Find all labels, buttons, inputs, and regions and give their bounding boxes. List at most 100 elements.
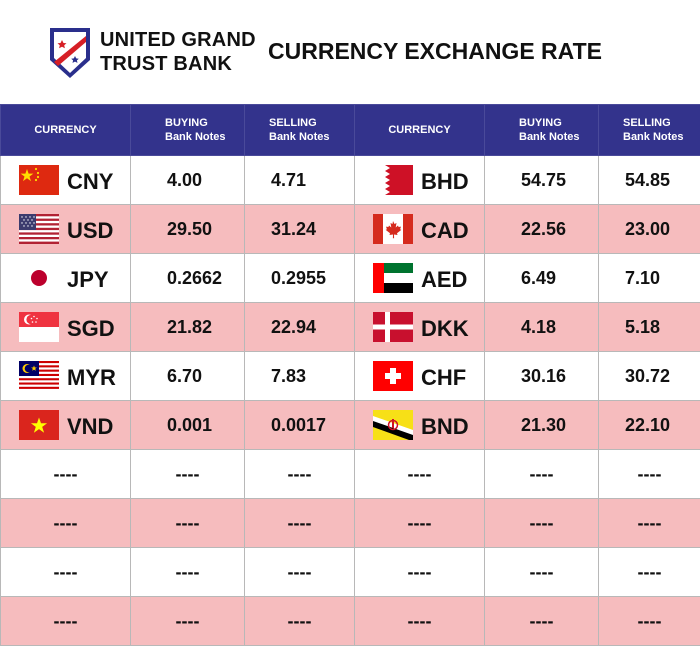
- placeholder-cell: ----: [245, 548, 355, 597]
- selling-rate: 31.24: [245, 205, 355, 254]
- buying-rate: 30.16: [485, 352, 599, 401]
- buying-rate: 4.18: [485, 303, 599, 352]
- currency-cell: VND: [1, 401, 131, 450]
- currency-cell: SGD: [1, 303, 131, 352]
- page-title: CURRENCY EXCHANGE RATE: [268, 38, 602, 65]
- exchange-rate-table: CURRENCY BUYING Bank Notes SELLING Bank No…: [0, 104, 700, 646]
- currency-cell: USD: [1, 205, 131, 254]
- placeholder-cell: ----: [1, 597, 131, 646]
- currency-code: SGD: [67, 316, 115, 342]
- bank-logo-icon: [48, 26, 92, 80]
- denmark-flag-icon: [373, 312, 413, 342]
- currency-code: CHF: [421, 365, 466, 391]
- empty-row: ---- ---- ---- ---- ---- ----: [1, 597, 700, 646]
- placeholder-cell: ----: [245, 499, 355, 548]
- table-row: SGD 21.82 22.94 DKK 4.18 5.18: [1, 303, 700, 352]
- placeholder-cell: ----: [599, 499, 700, 548]
- currency-cell: MYR: [1, 352, 131, 401]
- selling-rate: 54.85: [599, 156, 700, 205]
- selling-label: SELLING: [623, 117, 671, 129]
- bank-notes-label: Bank Notes: [623, 131, 684, 143]
- selling-rate: 0.2955: [245, 254, 355, 303]
- buying-rate: 21.82: [131, 303, 245, 352]
- selling-rate: 4.71: [245, 156, 355, 205]
- buying-rate: 0.2662: [131, 254, 245, 303]
- table-row: USD 29.50 31.24 CAD 22.56 23.00: [1, 205, 700, 254]
- selling-rate: 22.94: [245, 303, 355, 352]
- placeholder-cell: ----: [355, 548, 485, 597]
- china-flag-icon: [19, 165, 59, 195]
- placeholder-cell: ----: [599, 450, 700, 499]
- placeholder-cell: ----: [355, 597, 485, 646]
- buying-rate: 6.70: [131, 352, 245, 401]
- placeholder-cell: ----: [131, 548, 245, 597]
- empty-row: ---- ---- ---- ---- ---- ----: [1, 548, 700, 597]
- currency-code: USD: [67, 218, 113, 244]
- japan-flag-icon: [19, 263, 59, 293]
- canada-flag-icon: [373, 214, 413, 244]
- currency-cell: BHD: [355, 156, 485, 205]
- currency-cell: JPY: [1, 254, 131, 303]
- currency-cell: DKK: [355, 303, 485, 352]
- placeholder-cell: ----: [245, 597, 355, 646]
- switzerland-flag-icon: [373, 361, 413, 391]
- placeholder-cell: ----: [1, 548, 131, 597]
- buying-label: BUYING: [519, 117, 562, 129]
- placeholder-cell: ----: [131, 597, 245, 646]
- table-row: VND 0.001 0.0017 BND 21.30 22.10: [1, 401, 700, 450]
- currency-code: CAD: [421, 218, 469, 244]
- currency-code: DKK: [421, 316, 469, 342]
- buying-rate: 4.00: [131, 156, 245, 205]
- placeholder-cell: ----: [485, 548, 599, 597]
- bank-notes-label: Bank Notes: [165, 131, 226, 143]
- vietnam-flag-icon: [19, 410, 59, 440]
- selling-rate: 7.10: [599, 254, 700, 303]
- buying-rate: 29.50: [131, 205, 245, 254]
- brunei-flag-icon: [373, 410, 413, 440]
- currency-cell: CAD: [355, 205, 485, 254]
- uae-flag-icon: [373, 263, 413, 293]
- placeholder-cell: ----: [131, 499, 245, 548]
- table-row: JPY 0.2662 0.2955 AED 6.49 7.10: [1, 254, 700, 303]
- table-header-row: CURRENCY BUYING Bank Notes SELLING Bank No…: [1, 105, 700, 156]
- placeholder-cell: ----: [355, 450, 485, 499]
- selling-rate: 0.0017: [245, 401, 355, 450]
- buying-rate: 0.001: [131, 401, 245, 450]
- malaysia-flag-icon: [19, 361, 59, 391]
- currency-code: BND: [421, 414, 469, 440]
- currency-cell: BND: [355, 401, 485, 450]
- placeholder-cell: ----: [485, 499, 599, 548]
- currency-cell: CNY: [1, 156, 131, 205]
- placeholder-cell: ----: [599, 548, 700, 597]
- currency-code: VND: [67, 414, 113, 440]
- currency-code: BHD: [421, 169, 469, 195]
- bank-name-line1: UNITED GRAND: [100, 28, 256, 52]
- page-header: UNITED GRAND TRUST BANK CURRENCY EXCHANG…: [0, 0, 700, 104]
- bahrain-flag-icon: [373, 165, 413, 195]
- buying-rate: 21.30: [485, 401, 599, 450]
- buying-rate: 22.56: [485, 205, 599, 254]
- column-header-buying: BUYING Bank Notes: [131, 105, 245, 156]
- column-header-currency: CURRENCY: [1, 105, 131, 156]
- currency-code: CNY: [67, 169, 113, 195]
- placeholder-cell: ----: [485, 450, 599, 499]
- table-row: MYR 6.70 7.83 CHF 30.16 30.72: [1, 352, 700, 401]
- empty-row: ---- ---- ---- ---- ---- ----: [1, 450, 700, 499]
- currency-cell: AED: [355, 254, 485, 303]
- buying-label: BUYING: [165, 117, 208, 129]
- column-header-selling: SELLING Bank Notes: [599, 105, 700, 156]
- bank-name: UNITED GRAND TRUST BANK: [100, 28, 256, 76]
- placeholder-cell: ----: [1, 450, 131, 499]
- placeholder-cell: ----: [355, 499, 485, 548]
- currency-code: JPY: [67, 267, 109, 293]
- selling-rate: 30.72: [599, 352, 700, 401]
- buying-rate: 6.49: [485, 254, 599, 303]
- selling-rate: 7.83: [245, 352, 355, 401]
- bank-name-line2: TRUST BANK: [100, 52, 256, 76]
- singapore-flag-icon: [19, 312, 59, 342]
- currency-code: AED: [421, 267, 467, 293]
- selling-rate: 23.00: [599, 205, 700, 254]
- placeholder-cell: ----: [245, 450, 355, 499]
